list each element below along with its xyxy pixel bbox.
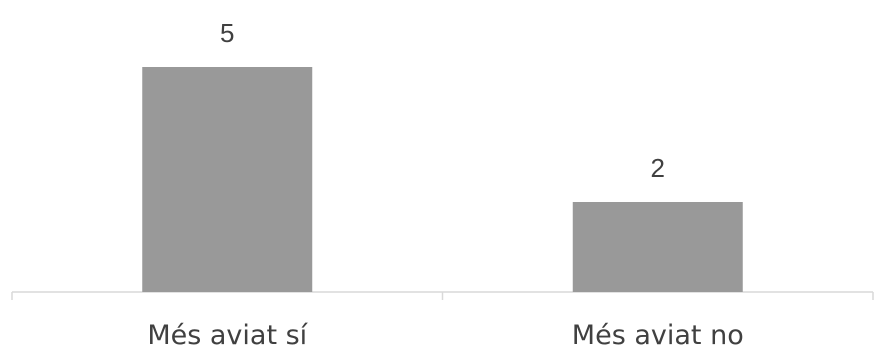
category-label: Més aviat sí <box>147 320 308 351</box>
plot-area: 5 Més aviat sí 2 Més aviat no <box>11 18 874 351</box>
bar-value-label: 5 <box>220 18 234 48</box>
bar-value-label: 2 <box>651 153 665 183</box>
bar <box>142 67 313 292</box>
category-label: Més aviat no <box>572 320 744 351</box>
bar <box>572 202 743 292</box>
